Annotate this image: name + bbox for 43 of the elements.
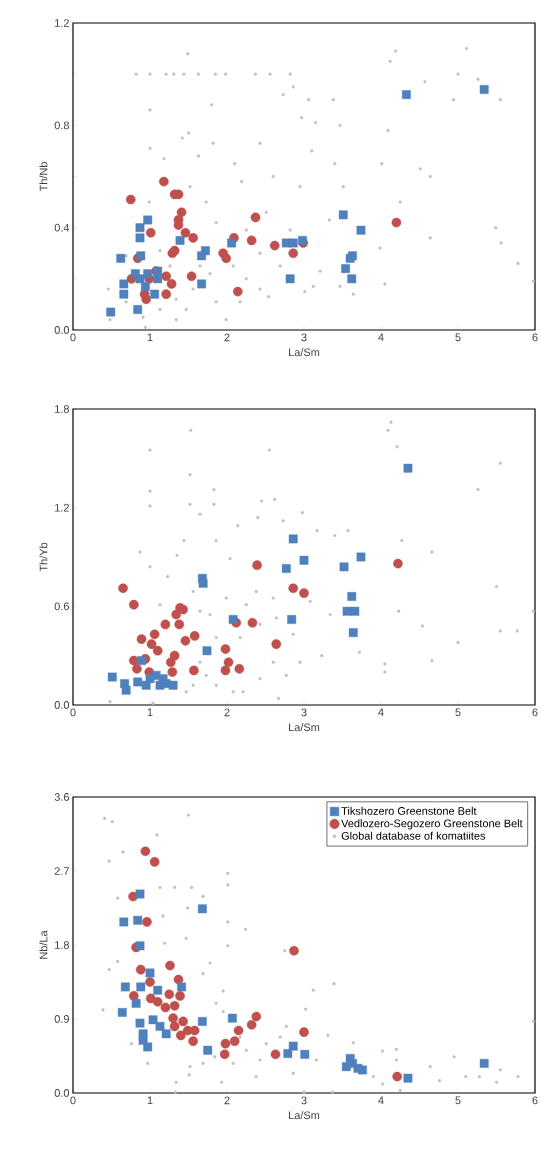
y-tick-label: 0.0 (54, 326, 69, 334)
y-tick-label: 1.2 (54, 19, 69, 27)
x-tick-label: 0 (70, 333, 76, 342)
x-tick-label: 1 (147, 333, 153, 342)
x-tick-label: 6 (532, 1096, 538, 1105)
x-tick-label: 2 (224, 1096, 230, 1105)
y-tick-label: 0.0 (54, 1089, 69, 1097)
x-tick-label: 0 (70, 708, 76, 717)
x-tick-label: 6 (532, 708, 538, 717)
x-tick-label: 4 (378, 1096, 384, 1105)
x-tick-label: 2 (224, 708, 230, 717)
y-axis-title: Th/Nb (39, 162, 48, 192)
y-tick-label: 0.4 (54, 223, 69, 232)
legend-label: Vedlozero-Segozero Greenstone Belt (341, 819, 523, 830)
x-tick-label: 3 (301, 1096, 307, 1105)
y-axis-title: Th/Yb (39, 542, 48, 572)
x-axis-title: La/Sm (288, 723, 319, 732)
x-tick-label: 2 (224, 333, 230, 342)
y-axis-title: Nb/La (39, 930, 48, 959)
x-tick-label: 5 (455, 708, 461, 717)
y-tick-label: 0.8 (54, 121, 69, 130)
y-tick-label: 1.8 (54, 405, 69, 413)
x-tick-label: 5 (455, 1096, 461, 1105)
y-tick-label: 1.2 (54, 503, 69, 512)
x-tick-label: 6 (532, 333, 538, 342)
legend-label: Global database of komatiites (341, 831, 485, 840)
y-tick-label: 2.7 (54, 867, 69, 875)
y-tick-label: 3.6 (54, 793, 69, 801)
y-tick-label: 0.6 (54, 602, 69, 611)
x-tick-label: 0 (70, 1096, 76, 1105)
y-tick-label: 1.8 (54, 941, 69, 949)
x-tick-label: 1 (147, 708, 153, 717)
x-tick-label: 3 (301, 333, 307, 342)
x-axis-title: La/Sm (288, 348, 319, 357)
x-tick-label: 4 (378, 333, 384, 342)
x-tick-label: 5 (455, 333, 461, 342)
x-tick-label: 4 (378, 708, 384, 717)
legend-label: Tikshozero Greenstone Belt (341, 806, 477, 815)
y-tick-label: 0.9 (54, 1015, 69, 1023)
x-tick-label: 1 (147, 1096, 153, 1105)
x-tick-label: 3 (301, 708, 307, 717)
x-axis-title: La/Sm (288, 1111, 319, 1120)
y-tick-label: 0.0 (54, 701, 69, 709)
